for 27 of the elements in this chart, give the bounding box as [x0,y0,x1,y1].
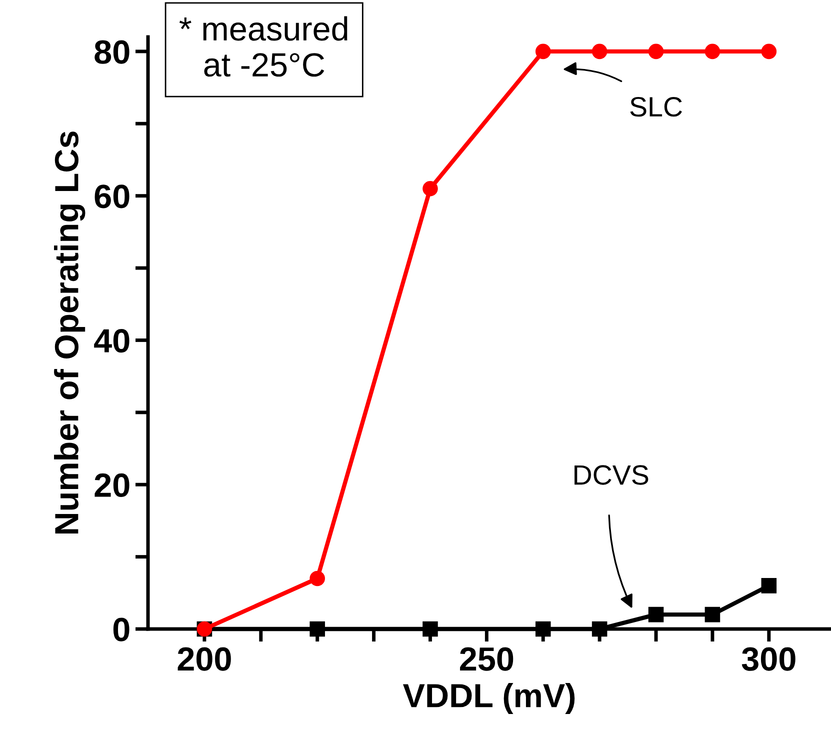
point [704,44,720,60]
y-tick-label: 40 [94,329,130,353]
x-axis-title: VDDL (mV) [402,682,575,714]
y-tick-label: 0 [113,618,130,642]
x-tick-label: 300 [742,647,796,671]
point [422,180,438,196]
x-tick-label: 200 [178,647,231,671]
y-axis-title: Number of Operating LCs [54,132,86,534]
point [422,621,438,637]
series-label: SLC [630,96,682,117]
point [761,578,777,594]
point [648,44,664,60]
y-tick-label: 80 [94,40,130,64]
point [535,621,551,637]
x-tick-label: 250 [460,647,514,671]
point [310,570,325,586]
point [535,44,551,60]
point [310,621,325,637]
annotation: * measured at -25°C [179,16,348,77]
point [704,606,720,622]
point [592,621,608,637]
y-tick-label: 20 [94,473,130,498]
point [648,606,664,622]
y-tick-label: 60 [94,184,130,208]
text: DCVS [574,465,648,485]
point [761,44,777,60]
point [592,44,608,60]
